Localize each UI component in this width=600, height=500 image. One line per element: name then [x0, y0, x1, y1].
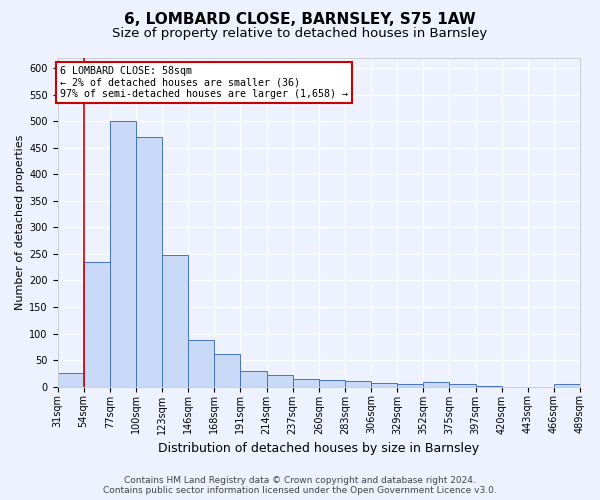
Bar — [266, 375, 293, 386]
Bar — [371, 383, 397, 386]
Bar — [241, 370, 266, 386]
Bar — [136, 137, 162, 386]
Text: 6 LOMBARD CLOSE: 58sqm
← 2% of detached houses are smaller (36)
97% of semi-deta: 6 LOMBARD CLOSE: 58sqm ← 2% of detached … — [60, 66, 348, 99]
Text: Size of property relative to detached houses in Barnsley: Size of property relative to detached ho… — [112, 28, 488, 40]
Bar — [293, 378, 319, 386]
Bar — [423, 382, 449, 386]
Bar — [162, 255, 188, 386]
Bar — [110, 121, 136, 386]
Bar — [58, 374, 83, 386]
Bar — [188, 340, 214, 386]
Bar — [214, 354, 241, 386]
Bar — [83, 262, 110, 386]
Bar — [449, 384, 476, 386]
Bar — [554, 384, 580, 386]
Text: Contains HM Land Registry data © Crown copyright and database right 2024.
Contai: Contains HM Land Registry data © Crown c… — [103, 476, 497, 495]
Bar — [397, 384, 423, 386]
Bar — [319, 380, 345, 386]
Text: 6, LOMBARD CLOSE, BARNSLEY, S75 1AW: 6, LOMBARD CLOSE, BARNSLEY, S75 1AW — [124, 12, 476, 28]
X-axis label: Distribution of detached houses by size in Barnsley: Distribution of detached houses by size … — [158, 442, 479, 455]
Y-axis label: Number of detached properties: Number of detached properties — [15, 134, 25, 310]
Bar — [345, 382, 371, 386]
